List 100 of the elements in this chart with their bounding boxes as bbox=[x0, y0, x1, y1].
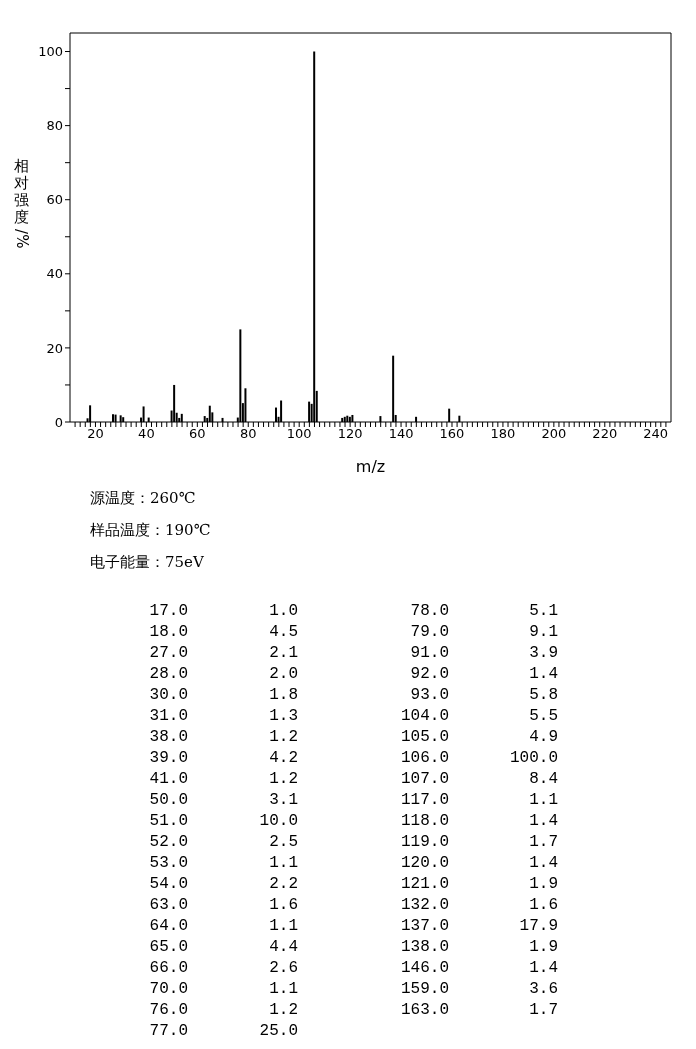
text: 106.0 bbox=[400, 748, 449, 767]
x-tick-label: 40 bbox=[138, 426, 155, 442]
text: 1.6 bbox=[269, 895, 298, 914]
text: 1.1 bbox=[269, 916, 298, 935]
text: 4.5 bbox=[269, 622, 298, 641]
text: 3.9 bbox=[529, 643, 558, 662]
text: 76.0 bbox=[149, 1000, 188, 1019]
text: 28.0 bbox=[149, 664, 188, 683]
x-tick-label: 200 bbox=[541, 426, 567, 442]
text: 18.0 bbox=[149, 622, 188, 641]
y-tick-label: 80 bbox=[46, 118, 63, 134]
x-axis-title: m/z bbox=[355, 457, 386, 476]
text: 159.0 bbox=[400, 979, 449, 998]
text: 30.0 bbox=[149, 685, 188, 704]
text: 10.0 bbox=[259, 811, 298, 830]
x-tick-label: 100 bbox=[286, 426, 312, 442]
text: 92.0 bbox=[410, 664, 449, 683]
x-tick-label: 160 bbox=[439, 426, 465, 442]
text: 1.7 bbox=[529, 1000, 558, 1019]
text: 31.0 bbox=[149, 706, 188, 725]
text: 107.0 bbox=[400, 769, 449, 788]
text: 27.0 bbox=[149, 643, 188, 662]
x-tick-label: 220 bbox=[592, 426, 618, 442]
text: 2.0 bbox=[269, 664, 298, 683]
text: 119.0 bbox=[400, 832, 449, 851]
text: 1.3 bbox=[269, 706, 298, 725]
text: 54.0 bbox=[149, 874, 188, 893]
text: 121.0 bbox=[400, 874, 449, 893]
x-tick-label: 240 bbox=[643, 426, 669, 442]
text: 118.0 bbox=[400, 811, 449, 830]
text: 1.2 bbox=[269, 769, 298, 788]
text: 电子能量：75eV bbox=[90, 552, 205, 573]
text: 77.0 bbox=[149, 1021, 188, 1040]
text: 100.0 bbox=[509, 748, 558, 767]
y-tick-label: 60 bbox=[46, 192, 63, 208]
text: 17.9 bbox=[519, 916, 558, 935]
text: 1.1 bbox=[529, 790, 558, 809]
y-tick-label: 40 bbox=[46, 266, 63, 282]
text: 1.2 bbox=[269, 1000, 298, 1019]
x-tick-label: 20 bbox=[87, 426, 104, 442]
text: 1.9 bbox=[529, 874, 558, 893]
text: 52.0 bbox=[149, 832, 188, 851]
text: 2.5 bbox=[269, 832, 298, 851]
text: 2.2 bbox=[269, 874, 298, 893]
x-tick-label: 60 bbox=[189, 426, 206, 442]
text: 3.1 bbox=[269, 790, 298, 809]
text: 93.0 bbox=[410, 685, 449, 704]
x-tick-label: 140 bbox=[388, 426, 414, 442]
text: 78.0 bbox=[410, 601, 449, 620]
y-tick-label: 0 bbox=[54, 414, 63, 430]
text: 105.0 bbox=[400, 727, 449, 746]
text: 146.0 bbox=[400, 958, 449, 977]
text: 1.1 bbox=[269, 853, 298, 872]
text: 120.0 bbox=[400, 853, 449, 872]
text: 79.0 bbox=[410, 622, 449, 641]
text: 39.0 bbox=[149, 748, 188, 767]
text: 137.0 bbox=[400, 916, 449, 935]
text: 4.9 bbox=[529, 727, 558, 746]
text: 51.0 bbox=[149, 811, 188, 830]
text: 64.0 bbox=[149, 916, 188, 935]
text: 70.0 bbox=[149, 979, 188, 998]
text: 1.8 bbox=[269, 685, 298, 704]
text: 源温度：260℃ bbox=[90, 488, 197, 509]
text: 38.0 bbox=[149, 727, 188, 746]
text: 4.2 bbox=[269, 748, 298, 767]
text: 1.4 bbox=[529, 664, 558, 683]
y-tick-label: 20 bbox=[46, 340, 63, 356]
text: 1.4 bbox=[529, 958, 558, 977]
text: 41.0 bbox=[149, 769, 188, 788]
text: 132.0 bbox=[400, 895, 449, 914]
text: 104.0 bbox=[400, 706, 449, 725]
text: 1.2 bbox=[269, 727, 298, 746]
text: 138.0 bbox=[400, 937, 449, 956]
text: 25.0 bbox=[259, 1021, 298, 1040]
x-tick-label: 80 bbox=[239, 426, 257, 442]
text: 4.4 bbox=[269, 937, 298, 956]
text: 5.1 bbox=[529, 601, 558, 620]
x-tick-label: 120 bbox=[337, 426, 363, 442]
text: 63.0 bbox=[149, 895, 188, 914]
text: 1.1 bbox=[269, 979, 298, 998]
text: 5.8 bbox=[529, 685, 558, 704]
text: 163.0 bbox=[400, 1000, 449, 1019]
text: 9.1 bbox=[529, 622, 558, 641]
text: 53.0 bbox=[149, 853, 188, 872]
text: 2.6 bbox=[269, 958, 298, 977]
text: 66.0 bbox=[149, 958, 188, 977]
text: 91.0 bbox=[410, 643, 449, 662]
text: 1.4 bbox=[529, 811, 558, 830]
y-tick-label: 100 bbox=[38, 44, 63, 60]
text: 2.1 bbox=[269, 643, 298, 662]
text: 样品温度：190℃ bbox=[90, 520, 212, 541]
text: 5.5 bbox=[529, 706, 558, 725]
text: 1.7 bbox=[529, 832, 558, 851]
text: 8.4 bbox=[529, 769, 558, 788]
text: 117.0 bbox=[400, 790, 449, 809]
x-tick-label: 180 bbox=[490, 426, 516, 442]
text: 1.6 bbox=[529, 895, 558, 914]
text: 1.9 bbox=[529, 937, 558, 956]
text: 65.0 bbox=[149, 937, 188, 956]
text: 50.0 bbox=[149, 790, 188, 809]
